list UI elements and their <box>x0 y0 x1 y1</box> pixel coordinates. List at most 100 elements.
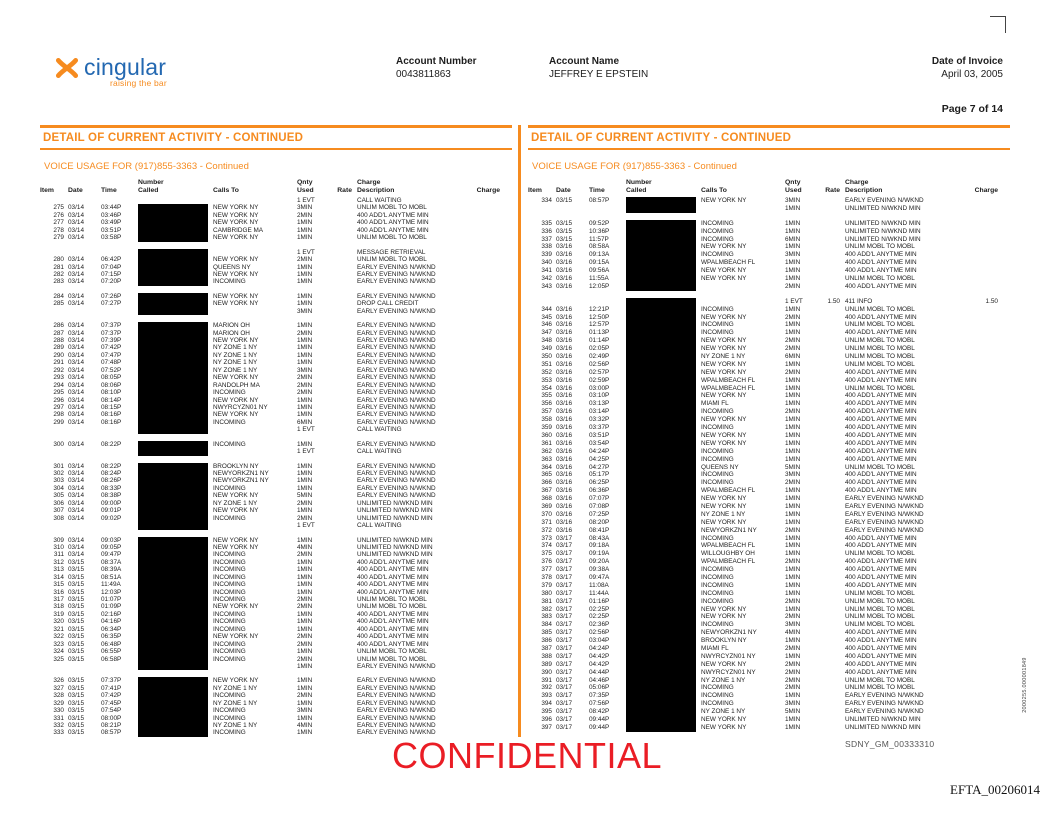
rate <box>818 511 842 519</box>
call-record-row: 378 03/17 09:47A INCOMING 1MIN 400 ADD'L ANYT… <box>528 573 1010 582</box>
number-called <box>138 588 212 597</box>
calls-to: INCOMING <box>701 447 734 455</box>
rate <box>330 278 354 285</box>
number-called <box>138 722 212 730</box>
item-number: 393 <box>541 692 552 700</box>
call-time: 10:36P <box>589 227 610 235</box>
call-date: 03/16 <box>556 353 572 361</box>
redaction-bar <box>138 411 208 419</box>
charge <box>960 479 1010 487</box>
call-date: 03/16 <box>556 259 572 267</box>
rate <box>818 345 842 353</box>
call-time: 08:24P <box>101 470 122 477</box>
charge-description: EARLY EVENING N/WKND <box>357 403 436 411</box>
call-time: 07:37P <box>101 322 122 330</box>
rate <box>330 300 354 307</box>
qnty-used: 3MIN <box>297 204 313 212</box>
item-number: 365 <box>541 471 552 479</box>
charge <box>960 369 1010 377</box>
call-time: 09:00P <box>101 499 122 507</box>
activity-panel-right: DETAIL OF CURRENT ACTIVITY - CONTINUED V… <box>528 125 1010 732</box>
rate <box>818 400 842 408</box>
rate <box>818 448 842 456</box>
rate <box>818 236 842 244</box>
call-record-row: 310 03/14 09:05P NEW YORK NY 4MIN UNLIMITED N… <box>40 543 512 552</box>
call-time: 01:13P <box>589 329 610 337</box>
calls-to: NEW YORK NY <box>701 723 747 731</box>
rate <box>330 463 354 470</box>
qnty-used: 1MIN <box>297 337 313 344</box>
qnty-used: 2MIN <box>297 329 313 337</box>
item-number <box>40 426 64 433</box>
rate <box>818 661 842 669</box>
call-time: 04:44P <box>589 668 610 676</box>
charge-description: 400 ADD'L ANYTME MIN <box>845 455 917 463</box>
rate <box>330 256 354 263</box>
call-records-table: 1 EVT CALL WAITING 275 03/14 03:44P NEW YORK … <box>40 197 512 737</box>
number-called <box>138 492 212 500</box>
number-called <box>138 714 212 723</box>
call-date: 03/16 <box>556 305 572 313</box>
calls-to: NEW YORK NY <box>213 603 259 611</box>
charge <box>472 463 512 470</box>
number-called <box>626 542 700 551</box>
item-number: 311 <box>53 551 64 559</box>
call-record-row: 288 03/14 07:39P NEW YORK NY 1MIN EARLY EVENI… <box>40 337 512 345</box>
calls-to: INCOMING <box>701 684 734 692</box>
call-time: 11:44A <box>589 589 609 597</box>
charge <box>960 337 1010 345</box>
item-number: 396 <box>541 716 552 723</box>
qnty-used: 2MIN <box>785 558 801 566</box>
calls-to: INCOMING <box>701 589 734 597</box>
call-record-row: 369 03/16 07:08P NEW YORK NY 1MIN EARLY EVENI… <box>528 502 1010 511</box>
header-cell: Qnty <box>785 179 801 186</box>
redaction-bar <box>138 677 208 685</box>
call-record-row: 297 03/14 08:15P NWYRCYZN01 NY 1MIN EARLY EVE… <box>40 403 512 412</box>
rate <box>330 227 354 234</box>
charge-description: EARLY EVENING N/WKND <box>357 714 436 722</box>
redaction-bar <box>138 499 208 508</box>
call-record-row: 327 03/15 07:41P NY ZONE 1 NY 1MIN EARLY EVEN… <box>40 684 512 693</box>
number-called <box>138 204 212 212</box>
charge <box>472 626 512 633</box>
qnty-used: 1MIN <box>297 566 313 574</box>
call-date: 03/15 <box>68 699 84 707</box>
call-time: 09:02P <box>101 514 122 522</box>
charge <box>960 535 1010 543</box>
redaction-bar <box>138 692 208 700</box>
qnty-used: 1MIN <box>785 723 801 731</box>
confidential-stamp: CONFIDENTIAL <box>392 735 663 776</box>
number-called <box>626 692 700 701</box>
call-time: 08:33P <box>101 484 122 492</box>
account-number-label: Account Number <box>396 56 477 67</box>
rate <box>330 359 354 366</box>
call-record-row: 377 03/17 09:38A INCOMING 1MIN 400 ADD'L ANYT… <box>528 566 1010 574</box>
rate <box>330 352 354 359</box>
qnty-used: 1MIN <box>785 605 801 613</box>
rate <box>818 220 842 228</box>
call-time: 01:14P <box>589 337 610 345</box>
charge <box>960 361 1010 369</box>
number-called <box>626 479 700 488</box>
rate <box>330 692 354 699</box>
panel-title: DETAIL OF CURRENT ACTIVITY - CONTINUED <box>40 125 512 150</box>
charge-description: UNLIMITED N/WKND MIN <box>845 716 921 723</box>
number-called <box>138 256 212 264</box>
redaction-bar <box>626 305 696 314</box>
number-called <box>626 251 700 260</box>
call-date: 03/14 <box>68 389 84 397</box>
call-date: 03/16 <box>556 439 572 447</box>
rate <box>330 234 354 241</box>
number-called <box>138 389 212 397</box>
item-number: 314 <box>53 573 64 581</box>
qnty-used: 1MIN <box>297 648 313 656</box>
call-date: 03/16 <box>556 416 572 424</box>
number-called <box>138 648 212 656</box>
header-cell: Rate <box>825 187 840 194</box>
calls-to: NEW YORK NY <box>701 431 747 439</box>
call-record-row: 1 EVT CALL WAITING <box>40 448 512 456</box>
table-header-row-upper: Number Qnty Charge <box>528 179 1010 187</box>
calls-to: NY ZONE 1 NY <box>213 366 258 374</box>
item-number: 305 <box>53 492 64 500</box>
redaction-bar <box>626 337 696 346</box>
